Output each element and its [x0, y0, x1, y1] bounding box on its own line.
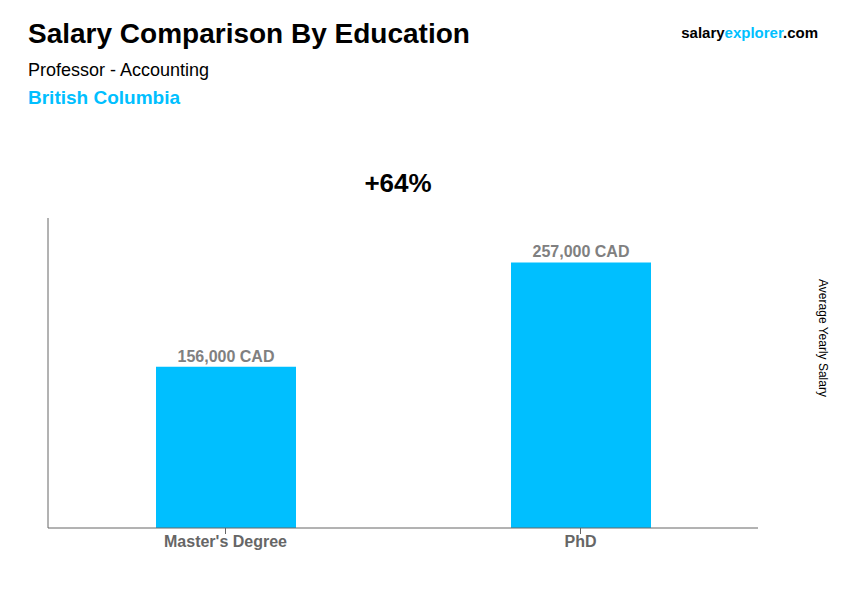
svg-text:Master's Degree: Master's Degree — [164, 533, 287, 550]
html-text:British Columbia: British Columbia — [28, 87, 180, 108]
html-text:Average Yearly Salary: Average Yearly Salary — [816, 279, 830, 397]
svg-text:257,000 CAD: 257,000 CAD — [533, 243, 630, 260]
html-text:Professor - Accounting: Professor - Accounting — [28, 60, 210, 80]
svg-text:PhD: PhD — [565, 533, 597, 550]
svg-text:156,000 CAD: 156,000 CAD — [178, 348, 275, 365]
html-text:+64%: +64% — [364, 168, 432, 198]
html-text:Salary Comparison By Education: Salary Comparison By Education — [28, 18, 470, 49]
html-text:salary explorer.com: salary explorer.com — [681, 24, 818, 41]
